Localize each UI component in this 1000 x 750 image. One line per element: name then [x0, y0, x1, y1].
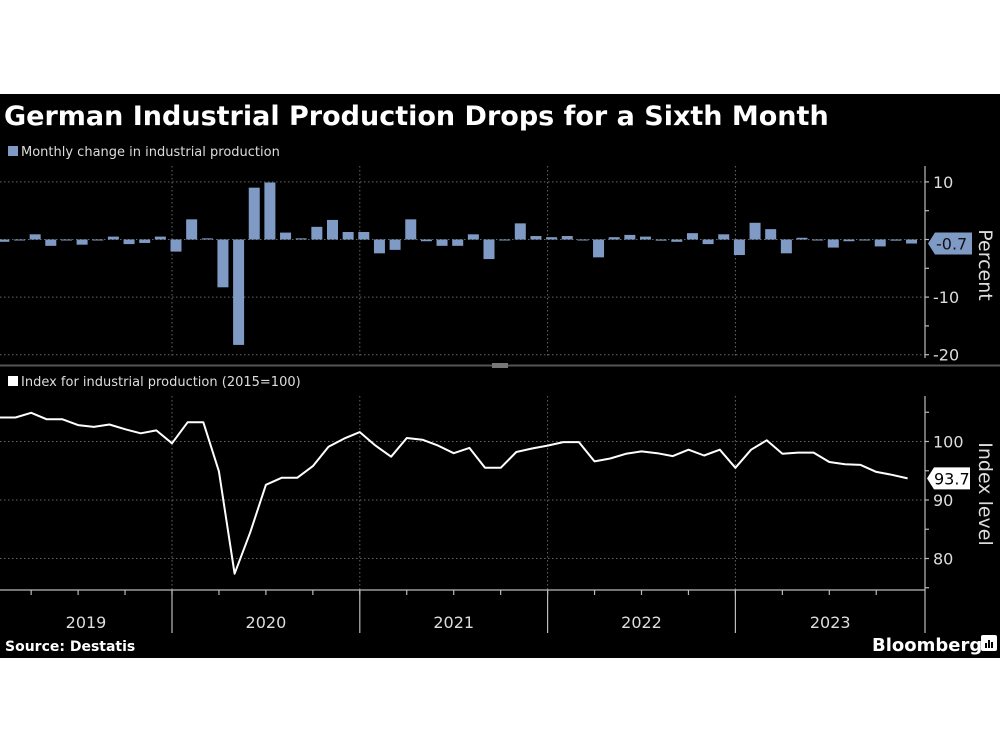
bar-48 [749, 222, 761, 240]
bar-9 [139, 239, 151, 243]
x-tick-label-2023: 2023 [810, 613, 851, 632]
bar-52 [812, 239, 824, 241]
bar-32 [499, 239, 511, 241]
bar-54 [843, 239, 855, 242]
bar-legend-label: Monthly change in industrial production [21, 145, 280, 160]
bottom-y-axis-label: Index level [974, 442, 996, 546]
bottom-y-tick-label: 90 [933, 491, 953, 510]
top-y-tick-label: 10 [933, 173, 953, 192]
last-index-callout: 93.7 [927, 467, 970, 490]
bar-7 [107, 236, 119, 240]
index-line [0, 411, 908, 575]
bar-1 [14, 239, 25, 241]
bar-50 [780, 239, 792, 254]
x-tick-label-2019: 2019 [66, 613, 107, 632]
bar-31 [483, 239, 495, 260]
bar-26 [405, 219, 417, 240]
bar-16 [248, 187, 260, 240]
bar-14 [217, 239, 229, 288]
bar-58 [906, 239, 918, 244]
bar-36 [561, 236, 573, 240]
bar-55 [859, 239, 871, 241]
bar-46 [718, 234, 730, 240]
bar-49 [765, 229, 777, 240]
bar-28 [436, 239, 448, 246]
bar-13 [201, 238, 213, 240]
last-index-value: 93.7 [934, 469, 970, 488]
bar-40 [624, 234, 636, 240]
x-tick-label-2021: 2021 [433, 613, 474, 632]
bottom-panel: Index for industrial production (2015=10… [0, 375, 996, 633]
bar-34 [530, 236, 542, 240]
top-y-tick-label: -20 [933, 346, 959, 365]
bar-37 [577, 239, 589, 241]
bar-51 [796, 237, 808, 240]
bar-39 [608, 237, 620, 240]
bottom-y-tick-label: 80 [933, 550, 953, 569]
bar-15 [233, 239, 245, 345]
bar-22 [342, 232, 354, 240]
chart-background [0, 94, 1000, 658]
bar-35 [546, 237, 558, 240]
bar-44 [686, 233, 698, 240]
bar-29 [452, 239, 464, 246]
bar-53 [827, 239, 839, 248]
bar-24 [373, 239, 385, 254]
bar-19 [295, 238, 307, 240]
bar-legend-swatch [8, 146, 18, 156]
bar-25 [389, 239, 401, 250]
bloomberg-logo: Bloomberg [872, 635, 982, 656]
bar-12 [186, 219, 198, 240]
bar-18 [280, 232, 292, 240]
chart-title: German Industrial Production Drops for a… [4, 101, 829, 132]
source-note: Source: Destatis [5, 639, 135, 655]
bar-38 [593, 239, 605, 258]
bar-21 [327, 219, 338, 240]
bar-2 [29, 234, 41, 240]
line-legend-label: Index for industrial production (2015=10… [21, 375, 301, 390]
bar-4 [60, 239, 72, 241]
x-tick-label-2022: 2022 [621, 613, 662, 632]
bar-6 [92, 239, 104, 241]
bar-11 [170, 239, 182, 252]
bar-0 [0, 239, 10, 242]
bar-8 [123, 239, 135, 245]
bar-57 [890, 239, 902, 241]
top-y-tick-label: -10 [933, 288, 959, 307]
x-tick-label-2020: 2020 [246, 613, 287, 632]
bar-20 [311, 226, 323, 240]
bar-47 [733, 239, 745, 256]
last-change-value: -0.7 [936, 235, 967, 254]
panel-resize-handle[interactable] [492, 363, 508, 368]
bar-43 [671, 239, 683, 242]
bar-17 [264, 182, 276, 240]
bar-45 [702, 239, 714, 245]
line-legend-swatch [8, 376, 18, 386]
bar-42 [655, 239, 667, 241]
bottom-y-tick-label: 100 [933, 433, 964, 452]
top-y-axis-label: Percent [974, 229, 996, 301]
bar-33 [514, 223, 526, 240]
bar-3 [45, 239, 57, 246]
bloomberg-chart-icon [981, 635, 997, 651]
bar-27 [420, 239, 432, 242]
bar-10 [154, 236, 166, 240]
bar-5 [76, 239, 88, 245]
bar-30 [467, 234, 479, 240]
top-panel: Monthly change in industrial production … [0, 145, 996, 365]
last-change-callout: -0.7 [928, 232, 972, 255]
bar-56 [874, 239, 886, 247]
bar-41 [640, 236, 651, 240]
bar-23 [358, 232, 370, 240]
